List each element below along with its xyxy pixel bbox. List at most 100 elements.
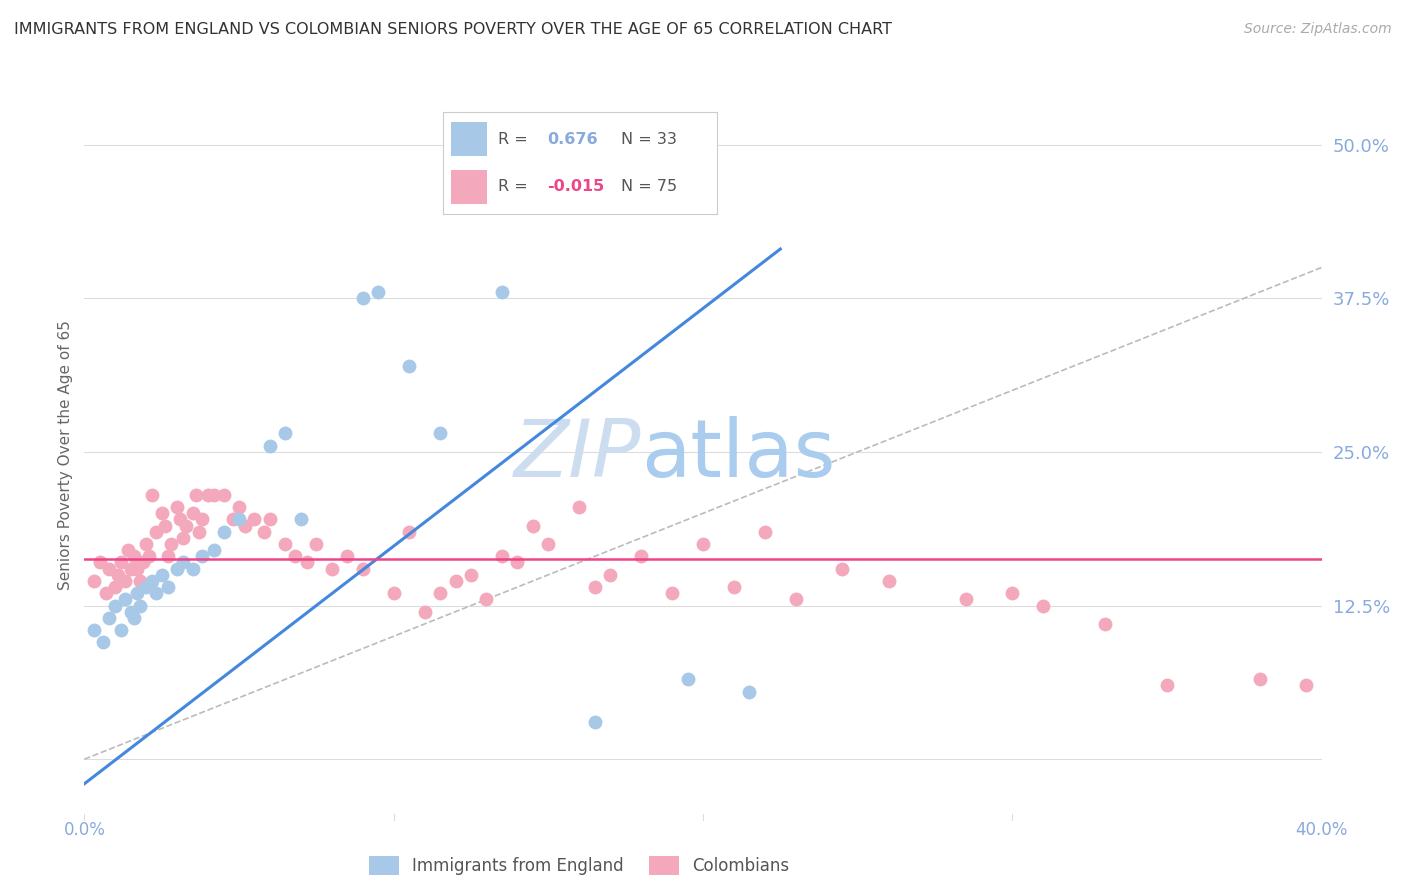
Point <box>117 543 139 558</box>
Point <box>274 426 297 441</box>
Point <box>129 599 152 613</box>
Point <box>110 623 132 637</box>
Point <box>197 488 219 502</box>
Point <box>125 561 148 575</box>
Point <box>630 549 652 564</box>
Point <box>352 561 374 575</box>
Point <box>222 512 245 526</box>
Point <box>692 537 714 551</box>
Point <box>568 500 591 515</box>
Point <box>336 549 359 564</box>
Point <box>141 488 163 502</box>
Text: -0.015: -0.015 <box>547 179 605 194</box>
Point <box>187 524 209 539</box>
Point <box>506 556 529 570</box>
Point <box>321 561 343 575</box>
Point <box>475 592 498 607</box>
Point <box>141 574 163 588</box>
Point <box>120 561 142 575</box>
Point <box>259 439 281 453</box>
Text: 0.0%: 0.0% <box>63 821 105 838</box>
Point <box>160 537 183 551</box>
Point <box>125 586 148 600</box>
Bar <box>451 170 486 204</box>
Point <box>284 549 307 564</box>
Point <box>172 556 194 570</box>
Point <box>831 561 853 575</box>
Point <box>166 561 188 575</box>
Point <box>107 567 129 582</box>
Point <box>1094 616 1116 631</box>
Text: 40.0%: 40.0% <box>1295 821 1348 838</box>
Point <box>413 605 436 619</box>
Point <box>1001 586 1024 600</box>
Point <box>156 549 179 564</box>
Point <box>305 537 328 551</box>
Point <box>122 549 145 564</box>
Point <box>429 586 451 600</box>
Point <box>176 518 198 533</box>
Text: R =: R = <box>498 132 533 146</box>
Point <box>110 556 132 570</box>
Point <box>382 586 405 600</box>
Point <box>169 512 191 526</box>
Text: atlas: atlas <box>641 416 835 494</box>
Point <box>98 611 121 625</box>
Point <box>91 635 114 649</box>
Point <box>398 359 420 373</box>
Y-axis label: Seniors Poverty Over the Age of 65: Seniors Poverty Over the Age of 65 <box>58 320 73 590</box>
Point <box>181 561 204 575</box>
Point <box>583 715 606 730</box>
Point <box>153 518 176 533</box>
Point <box>132 556 155 570</box>
Text: IMMIGRANTS FROM ENGLAND VS COLOMBIAN SENIORS POVERTY OVER THE AGE OF 65 CORRELAT: IMMIGRANTS FROM ENGLAND VS COLOMBIAN SEN… <box>14 22 891 37</box>
Point <box>135 537 157 551</box>
Point <box>1032 599 1054 613</box>
Point <box>583 580 606 594</box>
Point <box>429 426 451 441</box>
Point <box>228 500 250 515</box>
Point <box>150 567 173 582</box>
Point <box>181 506 204 520</box>
Point <box>114 592 136 607</box>
Point <box>156 580 179 594</box>
Point <box>367 285 389 299</box>
Point <box>212 524 235 539</box>
Point <box>661 586 683 600</box>
Point <box>98 561 121 575</box>
Point <box>290 512 312 526</box>
Point <box>202 488 225 502</box>
Point <box>723 580 745 594</box>
Point <box>129 574 152 588</box>
Point <box>295 556 318 570</box>
Point <box>444 574 467 588</box>
Point <box>228 512 250 526</box>
Point <box>202 543 225 558</box>
Point <box>676 673 699 687</box>
Point <box>460 567 482 582</box>
Point <box>233 518 256 533</box>
Point <box>599 567 621 582</box>
Point <box>191 512 214 526</box>
Point <box>1295 678 1317 692</box>
Point <box>398 524 420 539</box>
Point <box>122 611 145 625</box>
Point <box>212 488 235 502</box>
Point <box>114 574 136 588</box>
Point <box>877 574 900 588</box>
Point <box>184 488 207 502</box>
Point <box>83 623 105 637</box>
Point <box>491 549 513 564</box>
Legend: Immigrants from England, Colombians: Immigrants from England, Colombians <box>363 849 796 882</box>
Point <box>274 537 297 551</box>
Point <box>537 537 560 551</box>
Point <box>166 500 188 515</box>
Point <box>104 580 127 594</box>
Point <box>352 291 374 305</box>
Text: Source: ZipAtlas.com: Source: ZipAtlas.com <box>1244 22 1392 37</box>
Point <box>754 524 776 539</box>
Point <box>955 592 977 607</box>
Point <box>135 580 157 594</box>
Point <box>253 524 276 539</box>
Point <box>491 285 513 299</box>
